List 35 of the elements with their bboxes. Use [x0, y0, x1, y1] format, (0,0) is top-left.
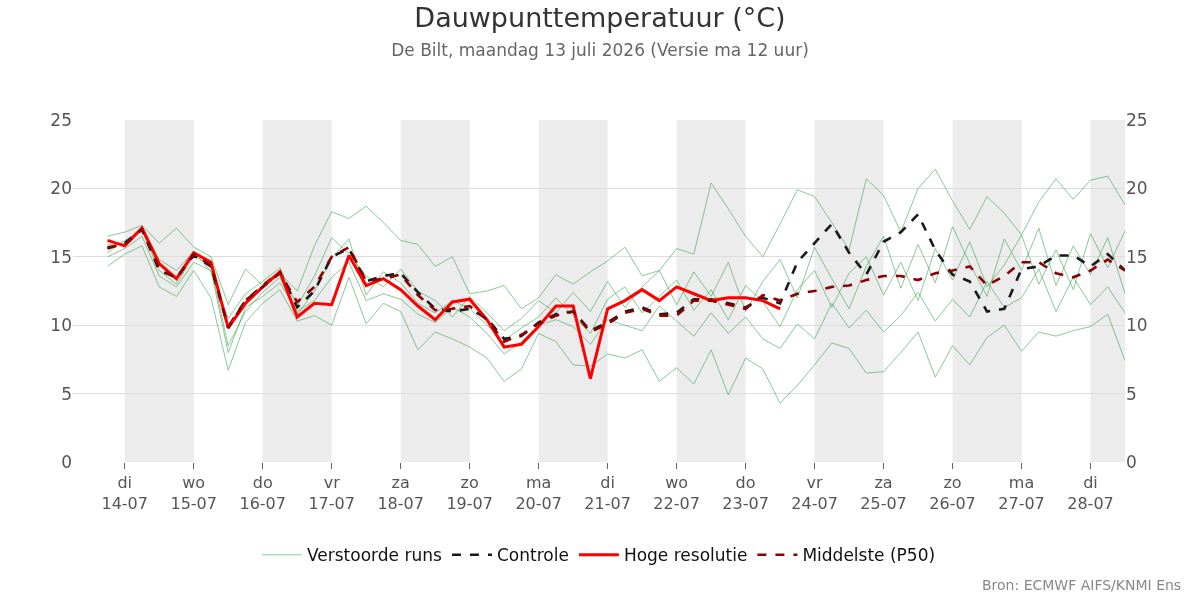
x-tick-label: wo 22-07: [653, 473, 700, 513]
chart-title: Dauwpunttemperatuur (°C): [414, 2, 786, 33]
chart-subtitle: De Bilt, maandag 13 juli 2026 (Versie ma 12 uur): [391, 39, 809, 60]
y2-tick-label: 15: [1126, 246, 1148, 267]
text: Bron: ECMWF AIFS/KNMI Ens: [982, 577, 1182, 593]
x-tick-label: di 28-07: [1067, 473, 1114, 513]
y2-tick-label: 5: [1126, 383, 1137, 404]
line-series: [107, 245, 1125, 404]
legend-label: Hoge resolutie: [623, 545, 748, 566]
y2-tick-label: 25: [1126, 109, 1148, 130]
x-tick-label: do 23-07: [722, 473, 769, 513]
x-tick-label: ma 20-07: [515, 473, 562, 513]
y-tick-label: 25: [50, 109, 72, 130]
x-tick-label: zo 19-07: [446, 473, 493, 513]
y2-tick-label: 10: [1126, 315, 1148, 336]
y2-tick-label: 0: [1126, 451, 1137, 472]
y-tick-label: 10: [50, 315, 72, 336]
y-tick-label: 20: [50, 178, 72, 199]
x-tick-label: zo 26-07: [929, 473, 976, 513]
y-tick-label: 0: [61, 451, 72, 472]
x-tick-label: di 14-07: [101, 473, 148, 513]
x-tick-label: di 21-07: [584, 473, 631, 513]
x-tick-label: vr 24-07: [791, 473, 838, 513]
legend-label: Verstoorde runs: [307, 545, 442, 566]
x-tick-label: do 16-07: [239, 473, 286, 513]
x-tick-label: ma 27-07: [998, 473, 1045, 513]
legend-label: Controle: [496, 545, 569, 566]
y-tick-label: 15: [50, 246, 72, 267]
x-tick-label: za 18-07: [377, 473, 424, 513]
y2-tick-label: 20: [1126, 178, 1148, 199]
x-tick-label: vr 17-07: [308, 473, 355, 513]
y-tick-label: 5: [61, 383, 72, 404]
x-tick-label: wo 15-07: [170, 473, 217, 513]
x-tick-label: za 25-07: [860, 473, 907, 513]
legend-label: Middelste (P50): [802, 545, 936, 566]
